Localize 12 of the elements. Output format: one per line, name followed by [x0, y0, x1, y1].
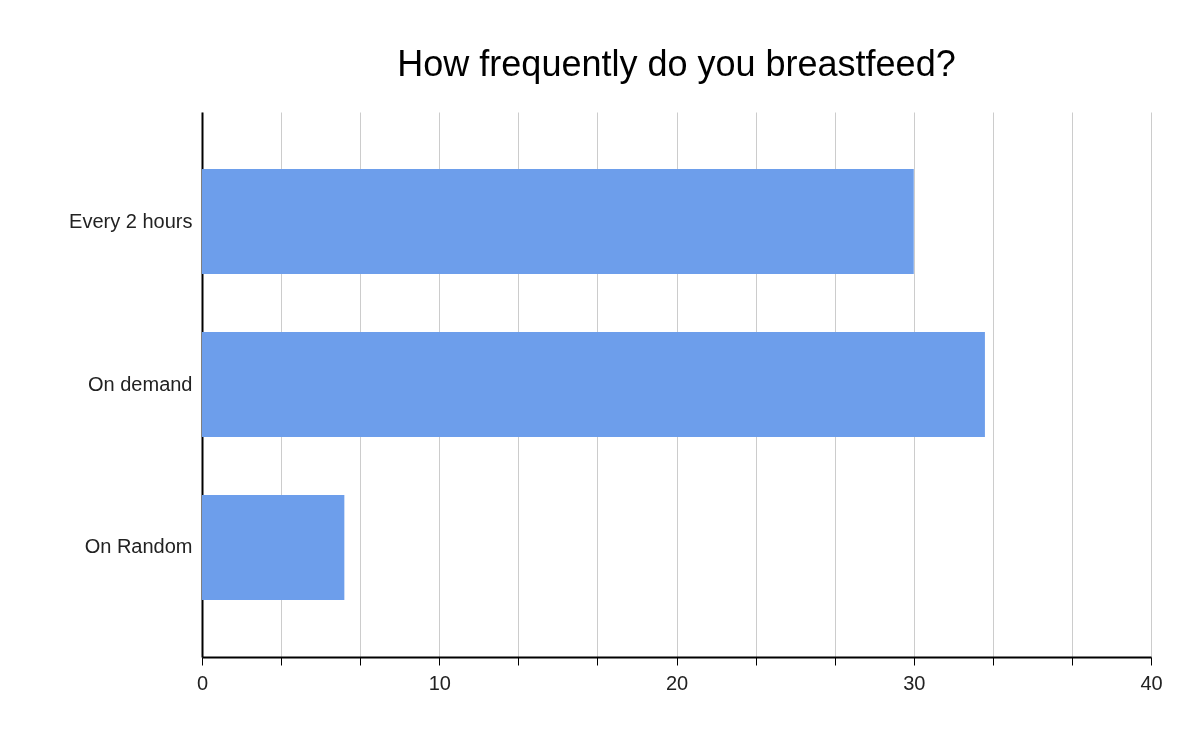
bar — [202, 332, 985, 437]
y-tick-label: Every 2 hours — [69, 209, 193, 232]
y-tick-label: On Random — [84, 535, 193, 558]
x-tick-label: 10 — [428, 671, 451, 694]
bar — [202, 495, 345, 600]
x-tick-label: 30 — [903, 671, 926, 694]
x-tick-label: 20 — [665, 671, 689, 694]
y-tick-label: On demand — [87, 372, 193, 395]
x-tick-label: 40 — [1140, 671, 1163, 694]
chart-title: How frequently do you breastfeed? — [397, 43, 956, 84]
x-tick-label: 0 — [196, 671, 209, 694]
bar — [202, 169, 914, 274]
